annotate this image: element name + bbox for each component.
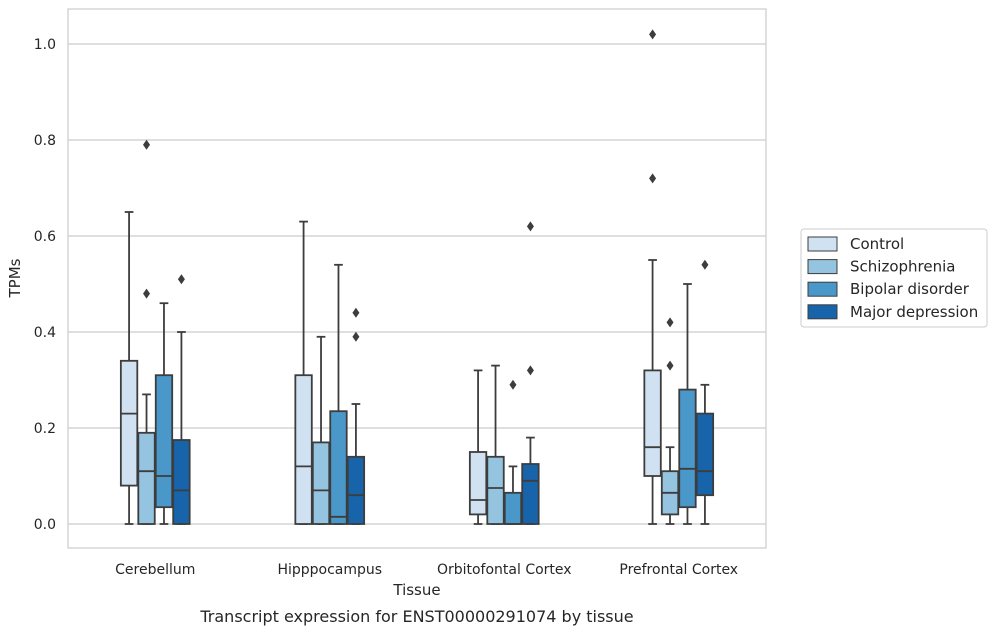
legend-label: Schizophrenia	[850, 258, 955, 276]
box-iqr	[346, 455, 366, 525]
box-bipolar-disorder	[503, 379, 523, 525]
box-iqr	[521, 463, 540, 525]
box-schizophrenia	[660, 317, 680, 525]
legend: Control Schizophrenia Bipolar disorder Majo…	[800, 228, 988, 328]
x-axis-label: Tissue	[392, 581, 440, 599]
legend-label: Bipolar disorder	[850, 280, 970, 298]
y-axis-ticks: 0.0 0.2 0.4 0.6 0.8 1.0	[34, 37, 56, 533]
box-iqr	[486, 455, 505, 525]
box-iqr	[294, 374, 313, 525]
box-iqr	[311, 441, 331, 525]
outlier-point	[352, 331, 360, 342]
boxes	[119, 29, 715, 525]
box-iqr	[695, 412, 715, 497]
box-iqr	[172, 439, 191, 525]
legend-label: Control	[850, 235, 904, 253]
box-schizophrenia	[311, 335, 331, 525]
box-iqr	[678, 388, 697, 509]
x-axis-ticks: Cerebellum Hipppocampus Orbitofontal Corte…	[115, 562, 738, 578]
box-iqr	[154, 374, 174, 509]
y-tick-label: 0.6	[34, 229, 56, 245]
box-major-depression	[521, 221, 540, 525]
box-bipolar-disorder	[154, 302, 174, 525]
box-major-depression	[346, 307, 366, 525]
box-control	[643, 29, 662, 525]
box-control	[119, 211, 139, 525]
legend-swatch	[807, 259, 838, 275]
box-iqr	[119, 359, 139, 487]
x-tick-label: Hipppocampus	[277, 562, 382, 578]
box-iqr	[643, 369, 662, 477]
x-tick-label: Prefrontal Cortex	[619, 562, 738, 578]
outlier-point	[526, 221, 534, 232]
legend-frame	[800, 228, 988, 328]
box-control	[294, 220, 313, 525]
y-tick-label: 0.8	[34, 133, 56, 149]
box-bipolar-disorder	[678, 283, 697, 525]
box-iqr	[329, 410, 348, 525]
outlier-point	[526, 365, 534, 376]
x-tick-label: Cerebellum	[115, 562, 195, 578]
outlier-point	[177, 274, 185, 285]
outlier-point	[649, 173, 657, 184]
plot-area-frame	[67, 8, 767, 549]
outlier-point	[649, 29, 657, 40]
box-major-depression	[695, 259, 715, 525]
legend-swatch	[807, 236, 838, 252]
outlier-point	[352, 307, 360, 318]
y-tick-label: 0.0	[34, 517, 56, 533]
box-iqr	[468, 451, 488, 516]
x-tick-label: Orbitofontal Cortex	[437, 562, 572, 578]
box-control	[468, 369, 488, 525]
outlier-point	[509, 379, 517, 390]
box-schizophrenia	[486, 364, 505, 525]
figure-caption: Transcript expression for ENST0000029107…	[199, 607, 633, 626]
outlier-point	[666, 317, 674, 328]
legend-swatch	[807, 281, 838, 297]
box-bipolar-disorder	[329, 263, 348, 525]
y-tick-label: 0.4	[34, 325, 56, 341]
legend-label: Major depression	[850, 303, 978, 321]
outlier-point	[143, 288, 151, 299]
legend-swatch	[807, 304, 838, 320]
outlier-point	[143, 139, 151, 150]
box-iqr	[503, 491, 523, 525]
outlier-point	[701, 259, 709, 270]
y-axis-label: TPMs	[6, 258, 24, 298]
box-schizophrenia	[137, 139, 156, 525]
y-tick-label: 1.0	[34, 37, 56, 53]
box-major-depression	[172, 274, 191, 525]
box-iqr	[137, 431, 156, 525]
outlier-point	[666, 360, 674, 371]
y-tick-label: 0.2	[34, 421, 56, 437]
